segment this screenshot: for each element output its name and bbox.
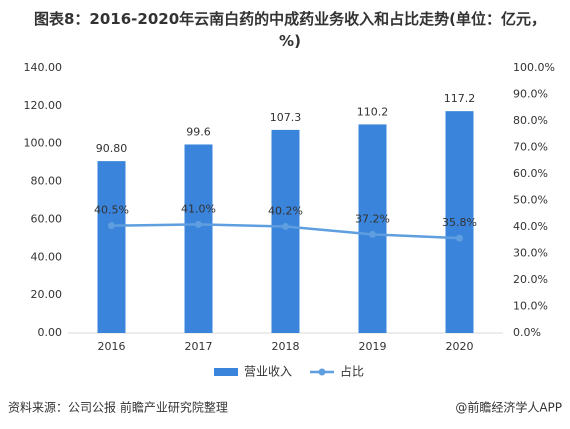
line-value-label: 41.0% xyxy=(181,202,216,215)
chart-title: 图表8：2016-2020年云南白药的中成药业务收入和占比走势(单位：亿元，%) xyxy=(33,10,547,50)
y2-tick-label: 0.0% xyxy=(513,326,541,339)
y-tick-label: 100.00 xyxy=(24,137,63,150)
x-tick-label: 2017 xyxy=(185,340,213,353)
line-point xyxy=(369,230,376,238)
line-value-label: 37.2% xyxy=(355,212,390,225)
line-value-label: 40.2% xyxy=(268,204,303,217)
line-point xyxy=(456,234,463,242)
line-value-label: 35.8% xyxy=(442,216,477,229)
y2-tick-label: 10.0% xyxy=(513,300,548,313)
legend-swatch-dot xyxy=(318,368,326,376)
line-point xyxy=(108,222,115,230)
y2-tick-label: 50.0% xyxy=(513,194,548,207)
line-value-label: 40.5% xyxy=(94,204,129,217)
y2-tick-label: 40.0% xyxy=(513,220,548,233)
x-tick-label: 2018 xyxy=(272,340,300,353)
credit: @前瞻经济学人APP xyxy=(455,400,562,415)
x-tick-label: 2020 xyxy=(446,340,474,353)
y2-tick-label: 60.0% xyxy=(513,167,548,180)
legend-label: 占比 xyxy=(340,364,364,379)
line-point xyxy=(282,222,289,230)
line-point xyxy=(195,220,202,228)
y2-tick-label: 20.0% xyxy=(513,273,548,286)
bar xyxy=(184,144,213,333)
bar xyxy=(271,129,300,333)
y2-tick-label: 80.0% xyxy=(513,114,548,127)
bar-value-label: 107.3 xyxy=(270,111,302,124)
y2-tick-label: 70.0% xyxy=(513,141,548,154)
bar xyxy=(445,111,474,334)
bar-value-label: 110.2 xyxy=(357,105,389,118)
y-tick-label: 80.00 xyxy=(31,175,63,188)
legend-swatch xyxy=(214,368,238,376)
y-tick-label: 20.00 xyxy=(31,288,63,301)
y-tick-label: 60.00 xyxy=(31,212,63,225)
bar-value-label: 90.80 xyxy=(96,142,128,155)
y2-tick-label: 100.0% xyxy=(513,61,555,74)
x-tick-label: 2019 xyxy=(359,340,387,353)
bar-value-label: 99.6 xyxy=(186,125,211,138)
y-tick-label: 140.00 xyxy=(24,61,63,74)
y-tick-label: 0.00 xyxy=(38,326,63,339)
y-tick-label: 120.00 xyxy=(24,99,63,112)
bar xyxy=(97,161,126,333)
source: 资料来源：公司公报 前瞻产业研究院整理 xyxy=(8,400,228,415)
legend-label: 营业收入 xyxy=(244,365,292,379)
bar-value-label: 117.2 xyxy=(444,92,476,105)
y2-tick-label: 90.0% xyxy=(513,88,548,101)
y2-tick-label: 30.0% xyxy=(513,247,548,260)
y-tick-label: 40.00 xyxy=(31,250,63,263)
x-tick-label: 2016 xyxy=(98,340,126,353)
bar xyxy=(358,124,387,334)
